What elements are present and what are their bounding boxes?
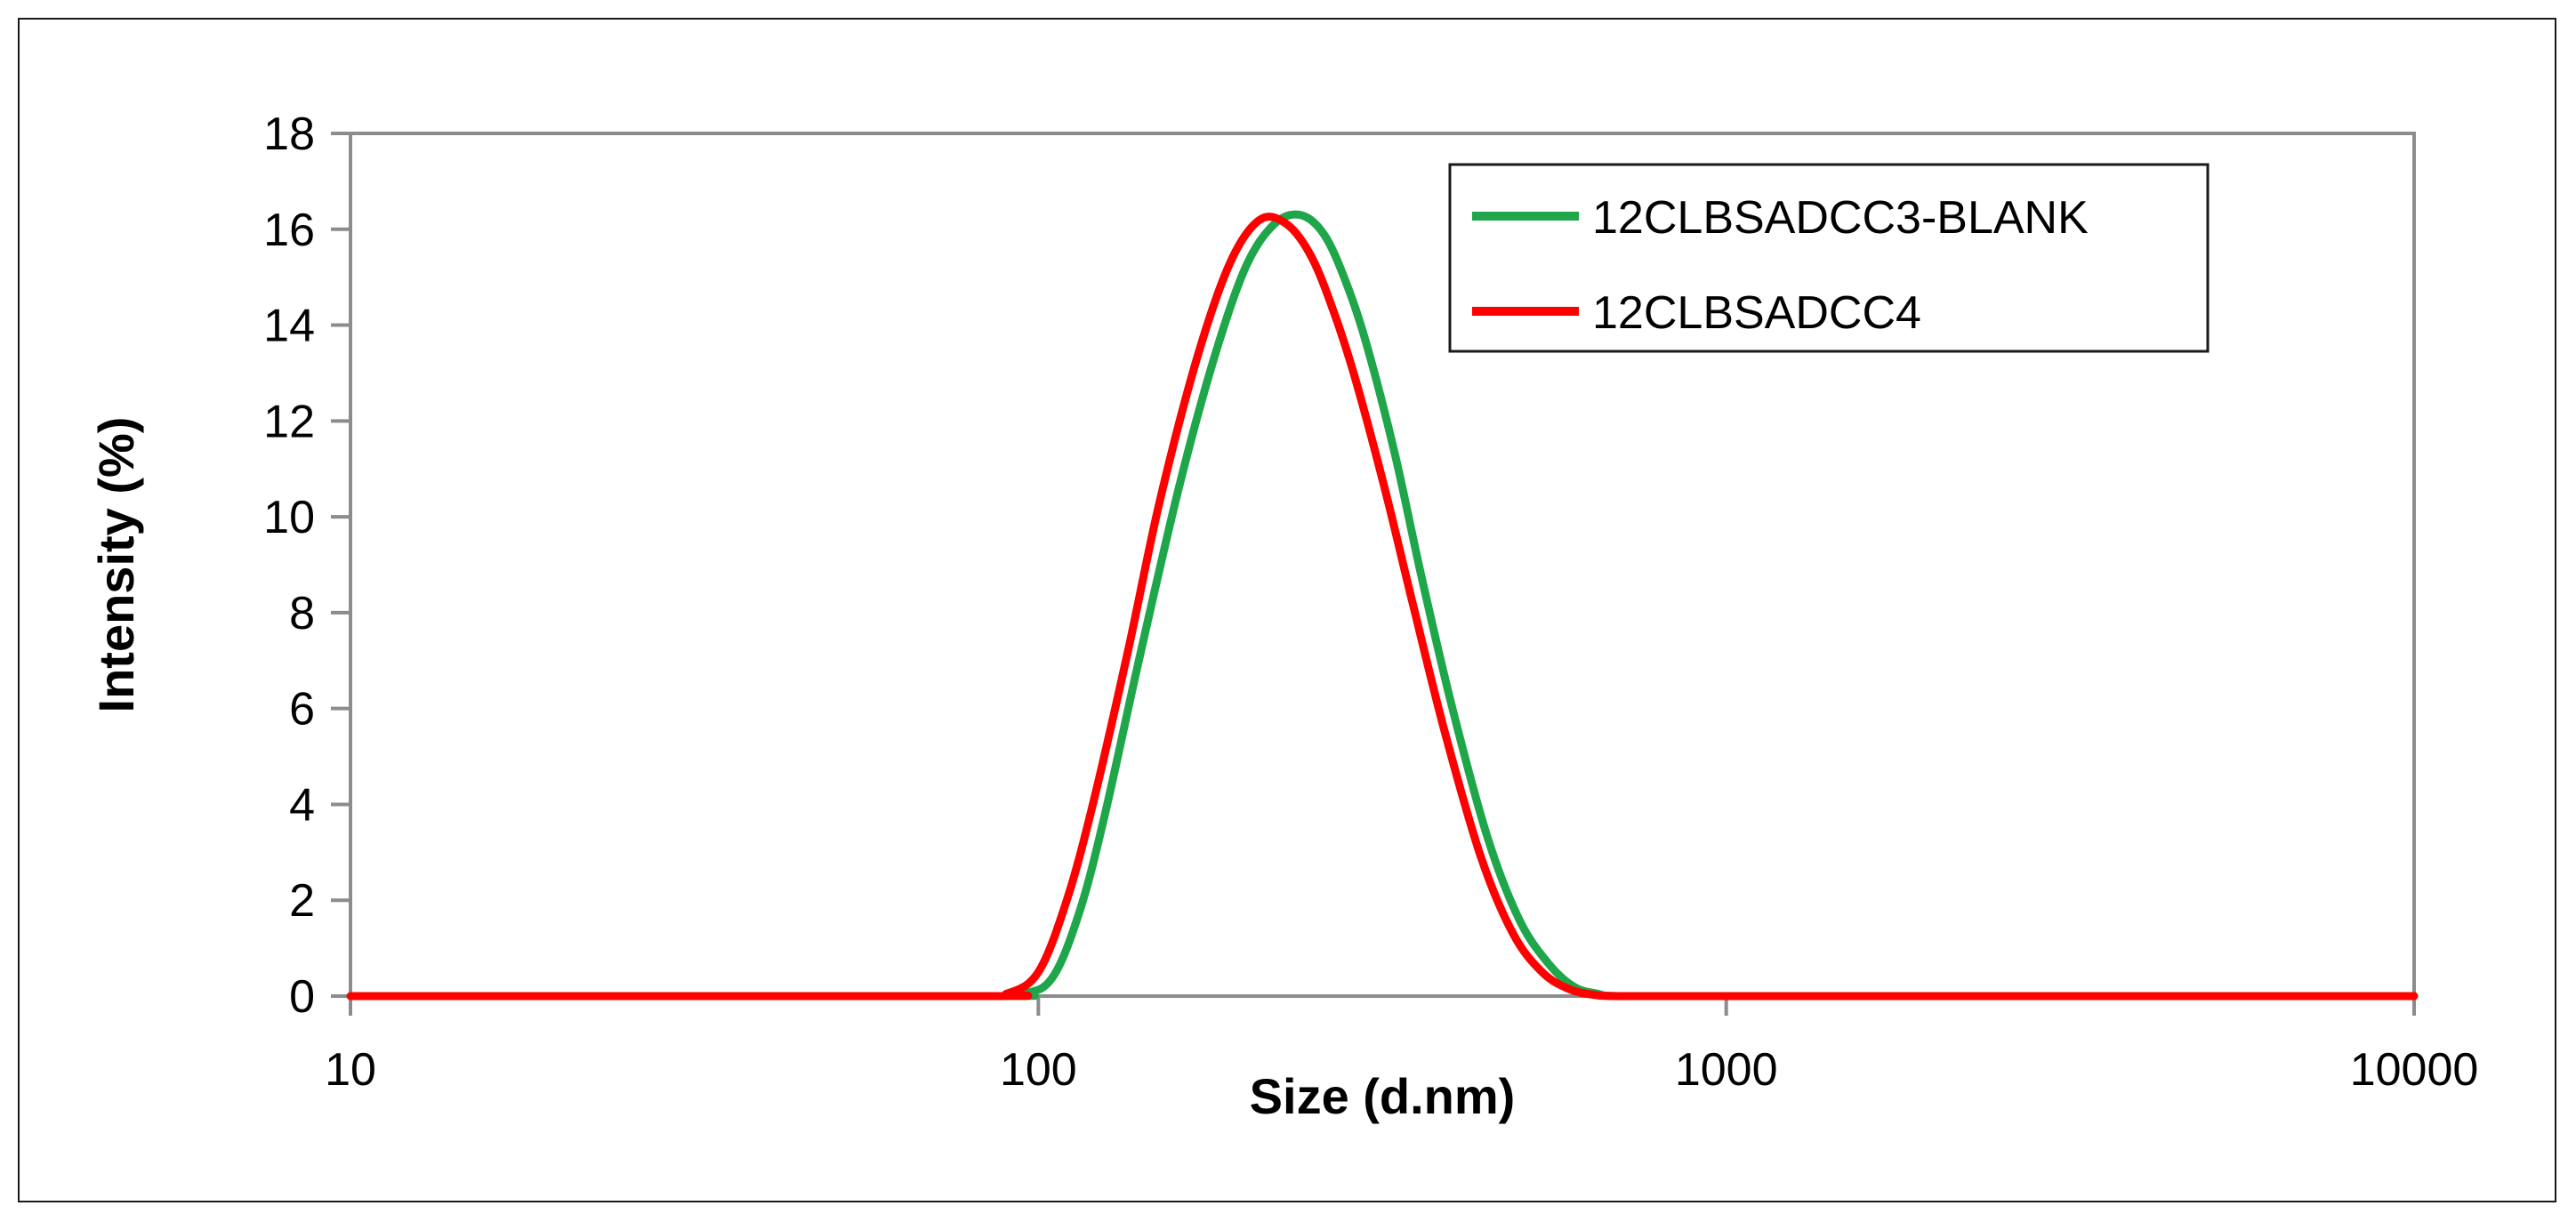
y-tick-label: 4 xyxy=(289,779,315,831)
legend: 12CLBSADCC3-BLANK 12CLBSADCC4 xyxy=(1448,163,2210,353)
x-tick-label: 100 xyxy=(1000,1044,1077,1096)
series-lines xyxy=(346,210,2419,1001)
y-tick-label: 0 xyxy=(289,971,315,1023)
x-tick-label: 10 xyxy=(325,1044,376,1096)
y-tick-label: 6 xyxy=(289,684,315,736)
legend-label-1: 12CLBSADCC4 xyxy=(1592,287,1921,339)
x-axis-ticks: 10 100 1000 10000 xyxy=(325,996,2478,1096)
y-tick-label: 12 xyxy=(263,396,315,447)
y-tick-label: 10 xyxy=(263,492,315,543)
legend-box xyxy=(1448,163,2210,353)
y-tick-label: 14 xyxy=(263,301,315,352)
x-tick-label: 10000 xyxy=(2350,1044,2479,1096)
x-tick-label: 1000 xyxy=(1675,1044,1778,1096)
legend-label-0: 12CLBSADCC3-BLANK xyxy=(1592,192,2089,244)
y-tick-label: 8 xyxy=(289,588,315,639)
x-axis-title: Size (d.nm) xyxy=(1250,1068,1516,1124)
series-line-1 xyxy=(346,213,2419,1001)
y-tick-label: 18 xyxy=(263,109,315,160)
y-axis-title: Intensity (%) xyxy=(88,417,144,713)
y-tick-label: 2 xyxy=(289,875,315,927)
y-tick-label: 16 xyxy=(263,205,315,256)
y-axis-ticks: 0 2 4 6 8 10 12 14 16 18 xyxy=(263,109,350,1023)
